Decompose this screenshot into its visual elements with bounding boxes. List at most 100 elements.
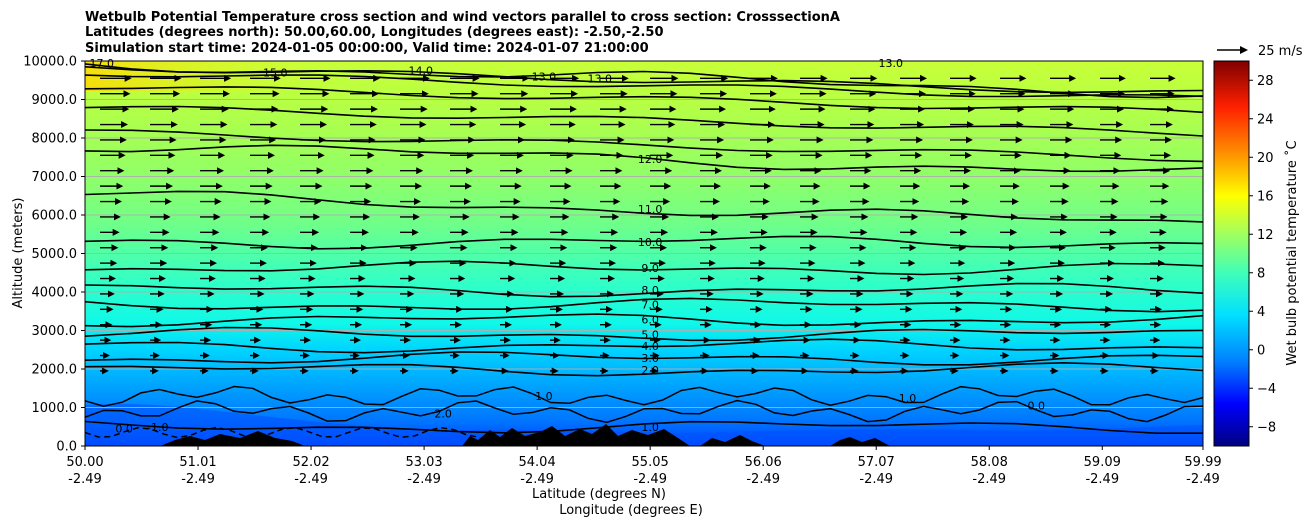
x-tick-label-lat: 51.01 [179,455,216,470]
x-tick-label-lat: 57.07 [858,455,895,470]
contour-label: 13.0 [879,57,904,70]
colorbar-tick-label: 12 [1257,228,1274,243]
colorbar-tick-label: 28 [1257,74,1274,89]
x-tick-label-lon: -2.49 [68,472,102,487]
x-axis-label-latitude: Latitude (degrees N) [532,487,666,502]
y-tick-label: 0.0 [56,440,77,455]
contour-label: 14.0 [408,65,433,78]
x-tick-label-lon: -2.49 [1186,472,1220,487]
contour-line [85,338,1203,354]
contour-line [85,74,1203,98]
contour-line [85,399,1203,424]
y-tick-label: 8000.0 [32,132,78,147]
contour-label: 8.0 [641,284,659,297]
title-line-2: Latitudes (degrees north): 50.00,60.00, … [85,25,664,40]
y-tick-label: 9000.0 [32,93,78,108]
contour-label: 12.0 [638,153,663,166]
y-tick-label: 5000.0 [32,247,78,262]
y-tick-label: 6000.0 [32,209,78,224]
colorbar-ramp [1213,60,1250,447]
colorbar-tick-label: 24 [1257,112,1274,127]
contour-line [85,385,1203,407]
contour-label: 10.0 [638,236,663,249]
x-tick-label-lon: -2.49 [746,472,780,487]
y-tick-label: 7000.0 [32,170,78,185]
contour-label: 6.0 [641,314,659,327]
y-axis: 0.0 1000.0 2000.0 3000.0 4000.0 5000.0 6000.0 7… [23,55,85,455]
x-axis: 50.00 -2.49 51.01 -2.49 52.02 -2.49 53.03 -2.49… [66,446,1222,487]
contour-line [85,260,1203,276]
colorbar: −8 −4 0 4 8 12 16 20 24 28 Wet bulb potential tem… [1213,60,1300,447]
colorbar-tick-label: 8 [1257,266,1265,281]
contour-line-negative [85,426,481,439]
contour-labels: 13.012.011.010.09.08.07.06.05.04.03.02.0… [90,57,1045,436]
contour-line [85,361,1203,377]
x-tick-label-lon: -2.49 [520,472,554,487]
contour-label: 1.0 [641,421,659,434]
contour-label: 15.0 [263,67,288,80]
contour-line [85,282,1203,298]
x-tick-label-lon: -2.49 [407,472,441,487]
contour-label: 0.0 [1028,400,1046,413]
contour-line [85,420,1203,434]
contour-label: 17.0 [90,57,115,70]
x-tick-label-lat: 55.05 [632,455,669,470]
contour-line [85,66,1203,94]
x-tick-label-lat: 53.03 [405,455,442,470]
x-tick-label-lon: -2.49 [1085,472,1119,487]
x-tick-label-lat: 50.00 [66,455,103,470]
quiver-key: 25 m/s [1217,44,1303,59]
contour-line [85,297,1203,313]
contour-label: 11.0 [638,203,663,216]
x-tick-label-lat: 56.06 [745,455,782,470]
x-tick-label-lat: 58.08 [971,455,1008,470]
colorbar-tick-label: 20 [1257,151,1274,166]
x-axis-label-longitude: Longitude (degrees E) [559,503,703,518]
contour-label: 13.0 [532,70,557,83]
contour-line [85,313,1203,328]
y-tick-label: 1000.0 [32,401,78,416]
colorbar-ticks: −8 −4 0 4 8 12 16 20 24 28 [1249,74,1276,435]
x-tick-label-lat: 52.02 [292,455,329,470]
colorbar-tick-label: −4 [1257,382,1276,397]
contour-label: 1.0 [899,392,917,405]
contour-label: 7.0 [641,299,659,312]
terrain [160,424,890,446]
contour-label: 1.0 [535,390,553,403]
x-tick-label-lat: 59.99 [1184,455,1221,470]
cold-surface-region [85,403,1203,446]
colorbar-tick-label: −8 [1257,420,1276,435]
x-tick-label-lon: -2.49 [972,472,1006,487]
y-axis-label: Altitude (meters) [11,198,26,309]
colorbar-tick-label: 0 [1257,343,1265,358]
x-tick-label-lon: -2.49 [181,472,215,487]
y-tick-label: 3000.0 [32,324,78,339]
y-tick-label: 10000.0 [23,55,77,70]
contour-label: -1.0 [147,421,168,434]
contour-line [85,326,1203,342]
x-tick-label-lon: -2.49 [859,472,893,487]
x-tick-label-lat: 54.04 [519,455,556,470]
contour-line [85,235,1203,250]
contour-label: 13.0 [588,72,613,85]
x-tick-label-lon: -2.49 [633,472,667,487]
y-tick-label: 4000.0 [32,286,78,301]
contour-label: 3.0 [641,352,659,365]
x-tick-label-lat: 59.09 [1084,455,1121,470]
contour-label: 2.0 [434,407,452,420]
wind-vectors [100,74,1176,375]
contour-label: 9.0 [641,262,659,275]
terrain-silhouette [160,424,890,446]
contour-label: 5.0 [641,328,659,341]
plot-area: 13.012.011.010.09.08.07.06.05.04.03.02.0… [84,57,1204,447]
title-line-1: Wetbulb Potential Temperature cross sect… [85,10,840,25]
title-line-3: Simulation start time: 2024-01-05 00:00:… [85,41,649,56]
colorbar-tick-label: 4 [1257,305,1265,320]
quiver-key-label: 25 m/s [1258,44,1303,59]
colorbar-label: Wet bulb potential temperature ˚C [1284,140,1300,365]
contour-line [85,351,1203,366]
y-tick-label: 2000.0 [32,363,78,378]
x-tick-label-lon: -2.49 [294,472,328,487]
colorbar-tick-label: 16 [1257,189,1274,204]
